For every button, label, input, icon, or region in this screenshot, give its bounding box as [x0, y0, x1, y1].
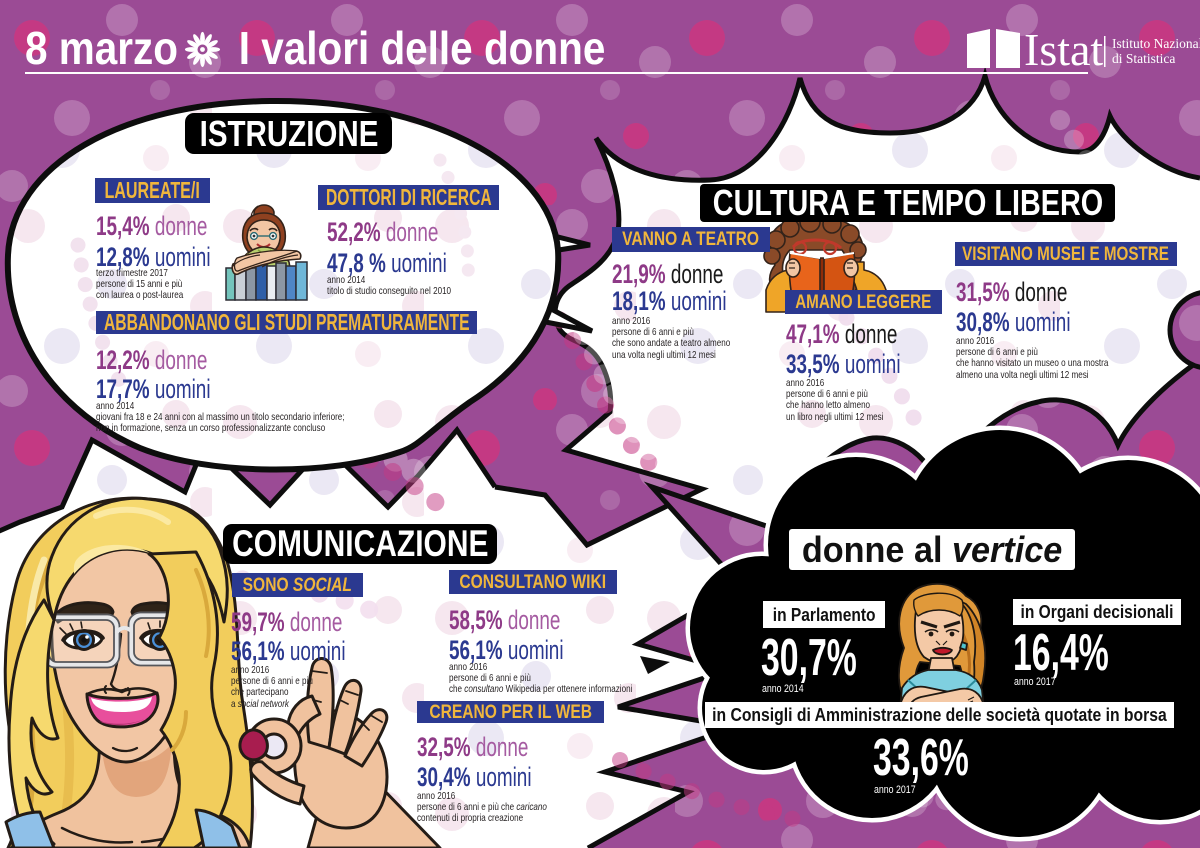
svg-text:Istituto Nazionale: Istituto Nazionale: [1112, 36, 1200, 51]
svg-text:di Statistica: di Statistica: [1112, 51, 1175, 66]
svg-text:Istat: Istat: [1024, 24, 1103, 75]
